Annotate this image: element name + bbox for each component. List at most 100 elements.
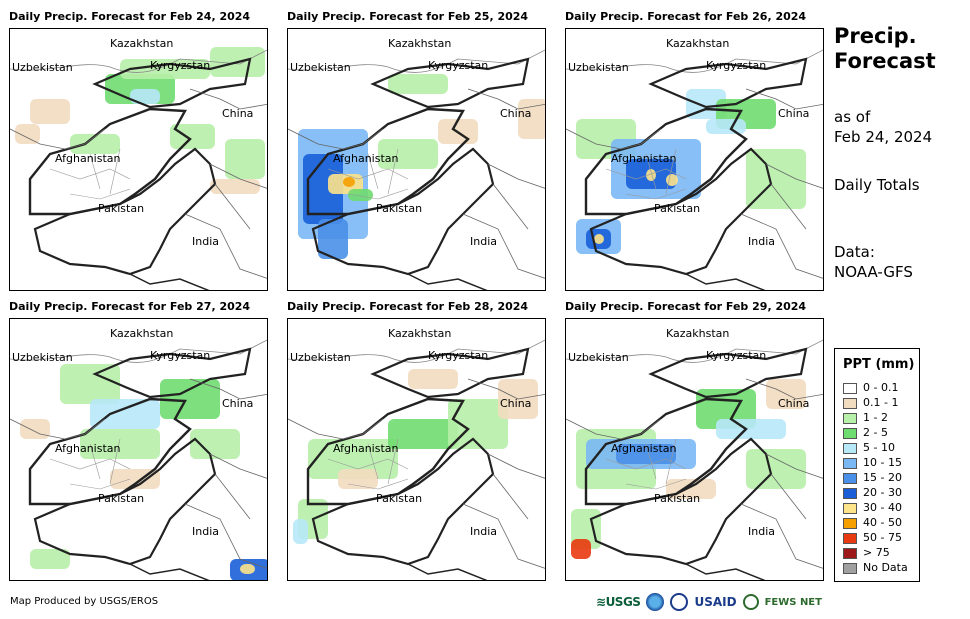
usgs-logo-text: USGS <box>605 595 641 609</box>
precip-area <box>190 429 240 459</box>
country-label-afghanistan: Afghanistan <box>55 152 121 165</box>
country-label-pakistan: Pakistan <box>98 202 145 215</box>
map-credit: Map Produced by USGS/EROS <box>10 596 159 607</box>
precip-area <box>318 219 348 259</box>
precip-area <box>60 364 120 404</box>
precip-area <box>388 74 448 94</box>
panel-title: Daily Precip. Forecast for Feb 24, 2024 <box>9 10 251 23</box>
precip-area <box>571 539 591 559</box>
state-seal-icon <box>670 593 689 611</box>
precip-area <box>616 444 676 464</box>
country-label-india: India <box>470 525 497 538</box>
noaa-logo-icon <box>646 593 665 611</box>
asof-value: Feb 24, 2024 <box>834 128 933 146</box>
precip-area <box>308 439 398 479</box>
legend-swatch <box>843 547 857 559</box>
precip-area <box>518 99 545 139</box>
legend-swatch <box>843 457 857 469</box>
country-label-pakistan: Pakistan <box>98 492 145 505</box>
map-svg <box>288 49 545 290</box>
legend-swatch <box>843 397 857 409</box>
forecast-map: Kazakhstan Uzbekistan Kyrgyzstan China Afgha… <box>9 318 268 581</box>
precip-area <box>666 174 678 186</box>
data-label: Data: <box>834 243 875 261</box>
legend-label: 0.1 - 1 <box>863 396 899 409</box>
panel-title: Daily Precip. Forecast for Feb 27, 2024 <box>9 300 251 313</box>
country-label-uzbekistan: Uzbekistan <box>12 351 73 364</box>
legend-label: 50 - 75 <box>863 531 902 544</box>
country-label-kazakhstan: Kazakhstan <box>388 327 452 340</box>
fews-globe-icon <box>742 594 759 610</box>
precip-area <box>80 429 160 459</box>
country-label-afghanistan: Afghanistan <box>611 152 677 165</box>
country-label-afghanistan: Afghanistan <box>55 442 121 455</box>
legend-item: 50 - 75 <box>843 531 902 544</box>
country-label-kazakhstan: Kazakhstan <box>666 327 730 340</box>
legend-item: 0 - 0.1 <box>843 381 898 394</box>
legend-item: > 75 <box>843 546 890 559</box>
country-label-kazakhstan: Kazakhstan <box>388 37 452 50</box>
country-label-china: China <box>500 107 532 120</box>
legend-swatch <box>843 382 857 394</box>
country-label-afghanistan: Afghanistan <box>611 442 677 455</box>
country-label-india: India <box>748 525 775 538</box>
country-label-china: China <box>222 397 254 410</box>
legend-item: 2 - 5 <box>843 426 888 439</box>
country-label-pakistan: Pakistan <box>376 202 423 215</box>
precip-area <box>70 134 120 154</box>
legend-swatch <box>843 472 857 484</box>
legend-item: 20 - 30 <box>843 486 902 499</box>
legend-swatch <box>843 427 857 439</box>
country-label-kyrgyzstan: Kyrgyzstan <box>150 349 211 362</box>
country-label-kyrgyzstan: Kyrgyzstan <box>706 59 767 72</box>
legend-swatch <box>843 412 857 424</box>
as-of-date: as of Feb 24, 2024 <box>834 107 932 147</box>
precip-area <box>15 124 40 144</box>
country-label-pakistan: Pakistan <box>654 202 701 215</box>
forecast-map: Kazakhstan Uzbekistan Kyrgyzstan China Afgha… <box>565 318 824 581</box>
legend-item: 40 - 50 <box>843 516 902 529</box>
country-label-india: India <box>192 525 219 538</box>
precip-area <box>408 369 458 389</box>
legend-swatch <box>843 532 857 544</box>
usgs-logo: ≋USGS <box>596 595 641 609</box>
legend-label: 20 - 30 <box>863 486 902 499</box>
legend-label: > 75 <box>863 546 890 559</box>
precip-area <box>210 179 260 194</box>
precip-area <box>225 139 265 179</box>
country-label-china: China <box>500 397 532 410</box>
precip-area <box>240 564 255 574</box>
legend-swatch <box>843 562 857 574</box>
country-label-india: India <box>470 235 497 248</box>
map-svg <box>566 339 823 580</box>
precip-area <box>30 549 70 569</box>
daily-totals-label: Daily Totals <box>834 176 920 194</box>
legend-item: 1 - 2 <box>843 411 888 424</box>
precip-area <box>160 379 220 419</box>
country-label-kazakhstan: Kazakhstan <box>110 37 174 50</box>
map-svg <box>288 339 545 580</box>
precip-area <box>706 119 746 134</box>
precip-area <box>666 479 716 499</box>
country-label-uzbekistan: Uzbekistan <box>290 61 351 74</box>
legend-item: No Data <box>843 561 908 574</box>
panel-title: Daily Precip. Forecast for Feb 25, 2024 <box>287 10 529 23</box>
country-label-china: China <box>778 107 810 120</box>
legend-item: 15 - 20 <box>843 471 902 484</box>
precip-area <box>120 59 210 79</box>
country-label-afghanistan: Afghanistan <box>333 442 399 455</box>
legend-title: PPT (mm) <box>843 357 915 372</box>
legend-swatch <box>843 502 857 514</box>
legend-swatch <box>843 487 857 499</box>
country-label-kazakhstan: Kazakhstan <box>666 37 730 50</box>
precip-area <box>646 169 656 181</box>
legend-label: 15 - 20 <box>863 471 902 484</box>
legend-label: 10 - 15 <box>863 456 902 469</box>
country-label-kazakhstan: Kazakhstan <box>110 327 174 340</box>
data-source: Data: NOAA-GFS <box>834 242 913 282</box>
precip-area <box>170 124 215 149</box>
country-label-china: China <box>222 107 254 120</box>
country-label-india: India <box>192 235 219 248</box>
country-label-kyrgyzstan: Kyrgyzstan <box>428 59 489 72</box>
legend-swatch <box>843 517 857 529</box>
